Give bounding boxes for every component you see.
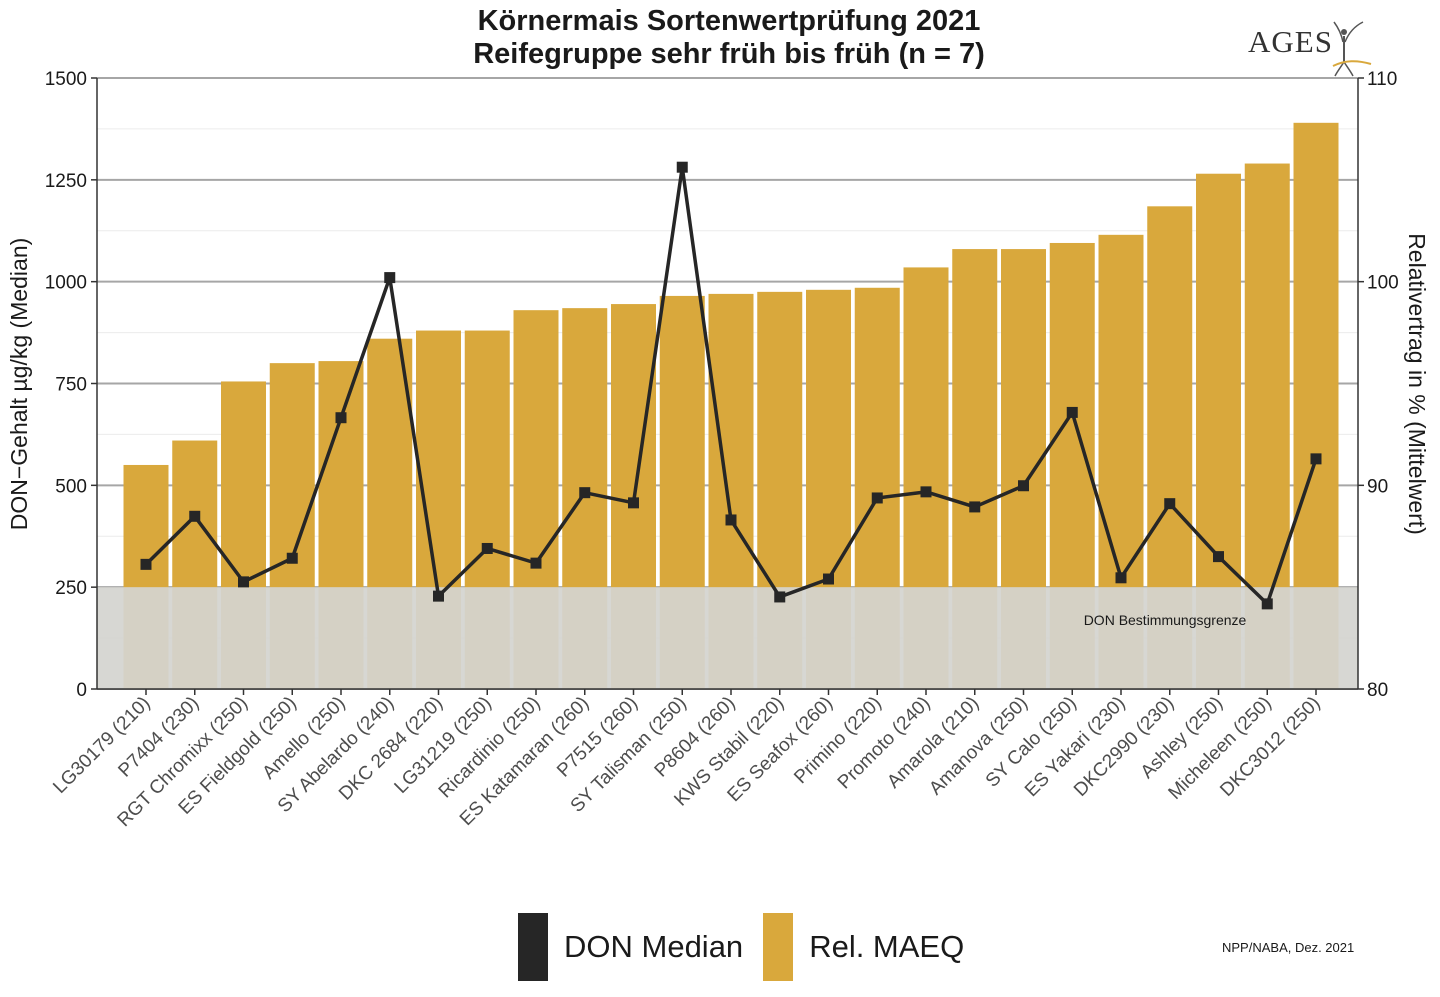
band-label: DON Bestimmungsgrenze: [1084, 612, 1247, 628]
legend-label-rel-maeq: Rel. MAEQ: [809, 929, 965, 964]
point-don-median: [774, 591, 786, 603]
point-don-median: [871, 492, 883, 504]
point-don-median: [1018, 480, 1029, 492]
don-detection-limit-band: [97, 587, 1358, 689]
logo-figure-icon: [1332, 21, 1372, 77]
y-tick-label-right: 110: [1367, 69, 1397, 90]
logo-text: AGES: [1248, 24, 1333, 59]
band-edge: [97, 587, 1358, 589]
point-don-median: [676, 161, 688, 173]
point-don-median: [530, 557, 542, 569]
legend-item-rel-maeq: Rel. MAEQ: [763, 913, 964, 981]
y-axis-title-right: Relativertrag in % (Mittelwert): [1404, 233, 1430, 535]
point-don-median: [1164, 498, 1176, 510]
y-tick-label-left: 500: [55, 476, 87, 497]
legend-swatch-don-median: [518, 913, 548, 981]
point-don-median: [1213, 551, 1224, 563]
point-don-median: [433, 590, 444, 602]
y-axis-title-left: DON−Gehalt µg/kg (Median): [6, 238, 32, 531]
point-don-median: [725, 514, 737, 526]
legend-label-don-median: DON Median: [564, 929, 744, 964]
y-tick-label-left: 1500: [45, 69, 87, 90]
y-tick-label-left: 750: [55, 375, 87, 396]
point-don-median: [1261, 598, 1273, 610]
y-tick-label-left: 1250: [45, 171, 87, 192]
point-don-median: [238, 576, 249, 588]
y-tick-label-left: 0: [76, 680, 87, 701]
point-don-median: [1310, 453, 1322, 465]
point-don-median: [335, 412, 347, 424]
chart-subtitle: Reifegruppe sehr früh bis früh (n = 7): [473, 38, 985, 70]
point-don-median: [628, 497, 639, 509]
y-tick-label-left: 250: [55, 578, 87, 599]
point-don-median: [481, 542, 493, 554]
point-don-median: [189, 510, 201, 522]
point-don-median: [920, 486, 932, 498]
legend-swatch-rel-maeq: [763, 913, 794, 981]
y-tick-label-left: 1000: [45, 273, 87, 294]
chart-title: Körnermais Sortenwertprüfung 2021: [477, 5, 981, 37]
ages-logo: AGES: [1245, 20, 1375, 80]
point-don-median: [823, 573, 834, 585]
y-tick-label-right: 90: [1367, 476, 1388, 497]
chart-legend: DON Median Rel. MAEQ: [518, 913, 984, 981]
y-tick-label-right: 80: [1367, 680, 1388, 701]
point-don-median: [1115, 572, 1127, 584]
point-don-median: [286, 552, 298, 564]
point-don-median: [969, 501, 981, 513]
point-don-median: [384, 272, 396, 284]
legend-item-don-median: DON Median: [518, 913, 743, 981]
point-don-median: [1066, 406, 1078, 418]
point-don-median: [579, 487, 591, 499]
source-footnote: NPP/NABA, Dez. 2021: [1222, 940, 1355, 955]
point-don-median: [140, 558, 152, 570]
y-tick-label-right: 100: [1367, 273, 1399, 294]
